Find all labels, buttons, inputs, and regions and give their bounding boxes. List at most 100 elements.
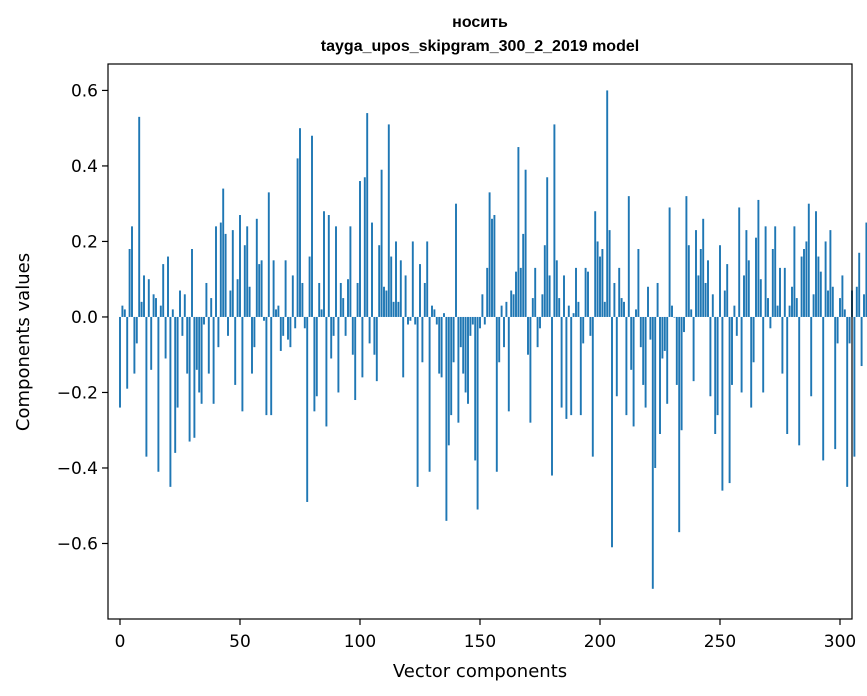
bar-42 xyxy=(219,222,222,317)
bar-125 xyxy=(419,264,421,317)
bar-29 xyxy=(188,316,191,442)
bar-86 xyxy=(325,316,328,427)
bar-26 xyxy=(181,316,184,336)
x-tick-label-100: 100 xyxy=(344,632,376,652)
bar-15 xyxy=(155,298,157,317)
bar-227 xyxy=(663,316,666,351)
bar-143 xyxy=(462,316,465,374)
bar-110 xyxy=(383,286,385,317)
bar-223 xyxy=(654,316,657,468)
bar-31 xyxy=(193,316,196,438)
bar-23 xyxy=(174,316,177,453)
bar-20 xyxy=(167,256,169,317)
bar-47 xyxy=(231,230,234,317)
bar-122 xyxy=(411,241,414,317)
bar-41 xyxy=(217,316,220,348)
bar-82 xyxy=(315,316,318,397)
bar-113 xyxy=(390,256,393,317)
bar-266 xyxy=(757,199,760,317)
y-axis-ticks: −0.6 −0.4 −0.2 0.0 0.2 0.4 0.6 xyxy=(57,81,108,554)
bar-142 xyxy=(459,316,462,348)
bar-173 xyxy=(534,267,537,317)
bar-247 xyxy=(711,294,714,317)
bar-109 xyxy=(380,169,383,317)
bar-212 xyxy=(627,196,630,317)
bar-214 xyxy=(632,316,635,427)
bar-289 xyxy=(812,294,815,317)
bar-6 xyxy=(133,316,136,374)
bar-131 xyxy=(433,309,436,317)
bar-36 xyxy=(205,282,208,317)
bar-91 xyxy=(337,316,340,393)
bar-75 xyxy=(299,128,301,317)
bar-180 xyxy=(551,316,553,476)
bar-27 xyxy=(183,294,186,317)
bar-80 xyxy=(311,135,313,317)
bar-137 xyxy=(447,316,450,446)
bar-186 xyxy=(565,316,568,419)
bar-130 xyxy=(431,305,433,317)
bar-5 xyxy=(131,226,133,317)
bar-96 xyxy=(349,226,352,317)
bar-271 xyxy=(769,316,772,329)
bar-205 xyxy=(611,316,613,548)
bar-307 xyxy=(855,286,858,317)
bar-34 xyxy=(200,316,203,404)
x-axis-ticks: 0 50 100 150 200 250 300 xyxy=(115,619,856,652)
bar-275 xyxy=(779,267,781,317)
bar-207 xyxy=(615,316,618,397)
bar-208 xyxy=(618,267,621,317)
bar-295 xyxy=(827,290,829,317)
bar-291 xyxy=(817,256,820,317)
bar-114 xyxy=(392,301,395,317)
bar-92 xyxy=(339,282,342,317)
bar-296 xyxy=(829,230,832,317)
bar-148 xyxy=(474,316,477,461)
bar-57 xyxy=(255,218,258,317)
bar-198 xyxy=(594,211,597,317)
bar-97 xyxy=(351,316,354,355)
bar-213 xyxy=(630,316,633,370)
bar-79 xyxy=(308,256,311,317)
bar-44 xyxy=(224,233,227,317)
bar-242 xyxy=(699,249,702,317)
bar-261 xyxy=(745,230,748,317)
bar-199 xyxy=(596,241,599,317)
bar-254 xyxy=(728,316,731,484)
bar-73 xyxy=(294,316,297,329)
bar-168 xyxy=(522,233,525,317)
bar-35 xyxy=(203,316,205,325)
bar-225 xyxy=(659,316,661,434)
x-tick-label-250: 250 xyxy=(704,632,736,652)
bar-184 xyxy=(560,316,563,408)
bar-251 xyxy=(721,316,724,491)
bar-188 xyxy=(570,316,573,416)
bar-280 xyxy=(791,286,793,317)
bar-204 xyxy=(608,230,611,317)
bar-202 xyxy=(603,301,606,317)
bar-169 xyxy=(524,169,527,317)
bar-195 xyxy=(587,271,589,317)
x-axis-label: Vector components xyxy=(393,661,567,682)
bar-70 xyxy=(287,316,289,340)
bar-58 xyxy=(258,264,261,317)
bar-294 xyxy=(824,241,827,317)
bar-177 xyxy=(543,245,546,317)
bar-224 xyxy=(656,282,659,317)
bar-39 xyxy=(212,316,215,404)
bar-159 xyxy=(500,305,503,317)
bar-141 xyxy=(457,316,460,423)
bar-37 xyxy=(207,316,210,374)
bar-306 xyxy=(853,316,856,457)
bar-229 xyxy=(668,207,671,317)
bar-1 xyxy=(121,305,124,317)
bar-104 xyxy=(368,316,371,344)
bar-167 xyxy=(519,267,522,317)
bar-183 xyxy=(558,298,561,317)
bar-244 xyxy=(704,282,707,317)
bar-240 xyxy=(695,230,697,317)
bar-236 xyxy=(685,196,688,317)
bar-293 xyxy=(822,316,825,461)
bar-7 xyxy=(135,316,138,344)
